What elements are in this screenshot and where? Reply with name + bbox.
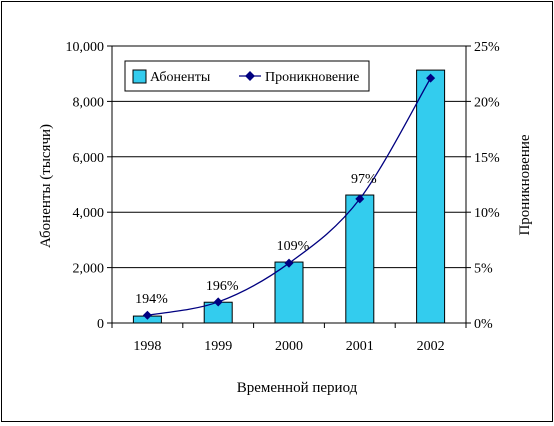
x-tick-label: 2000 (275, 339, 303, 354)
data-label: 109% (277, 239, 310, 254)
data-label: 97% (351, 172, 377, 187)
bar (345, 194, 375, 324)
x-tick-label: 2002 (417, 339, 445, 354)
legend-label-line: Проникновение (265, 70, 359, 85)
line-point (355, 194, 365, 204)
legend-marker (245, 71, 255, 81)
x-tick-label: 1998 (133, 339, 161, 354)
y2-axis-title: Проникновение (517, 134, 533, 235)
y2-axis-ticks: 0% 5% 10% 15% 20% 25% (466, 40, 500, 332)
y-axis-title: Абоненты (тысячи) (38, 124, 54, 248)
plot-area (111, 45, 467, 324)
y-tick-label: 2,000 (73, 262, 105, 277)
data-label: 194% (135, 292, 168, 307)
data-labels: 194% 196% 109% 97% (135, 172, 377, 307)
line-point (142, 310, 152, 320)
x-tick-label: 2001 (346, 339, 374, 354)
y-axis-ticks: 0 2,000 4,000 6,000 8,000 10,000 (66, 40, 112, 332)
y2-tick-label: 20% (474, 95, 500, 110)
bar (274, 261, 304, 324)
y2-tick-label: 25% (474, 40, 500, 55)
bar-series (132, 69, 446, 324)
y-tick-label: 10,000 (66, 40, 105, 55)
legend: Абоненты Проникновение (124, 60, 370, 92)
y2-tick-label: 10% (474, 206, 500, 221)
legend-label-bars: Абоненты (150, 70, 211, 85)
chart-svg: 194% 196% 109% 97% 0 2,000 4,000 6,000 8,000 10,… (38, 40, 533, 396)
y2-tick-label: 15% (474, 151, 500, 166)
bar (416, 69, 446, 324)
line-point (213, 297, 223, 307)
y-tick-label: 0 (97, 317, 104, 332)
legend-swatch-bars (132, 69, 147, 84)
x-axis-title: Временной период (237, 380, 358, 396)
y-tick-label: 8,000 (73, 95, 105, 110)
line-series (142, 73, 436, 320)
x-axis-ticks: 1998 1999 2000 2001 2002 (111, 323, 467, 354)
plot-area-border (111, 45, 467, 324)
x-tick-label: 1999 (204, 339, 232, 354)
penetration-line (147, 77, 432, 316)
data-label: 196% (206, 279, 239, 294)
y2-tick-label: 0% (474, 317, 493, 332)
y-tick-label: 4,000 (73, 206, 105, 221)
y2-tick-label: 5% (474, 262, 493, 277)
y-tick-label: 6,000 (73, 151, 105, 166)
